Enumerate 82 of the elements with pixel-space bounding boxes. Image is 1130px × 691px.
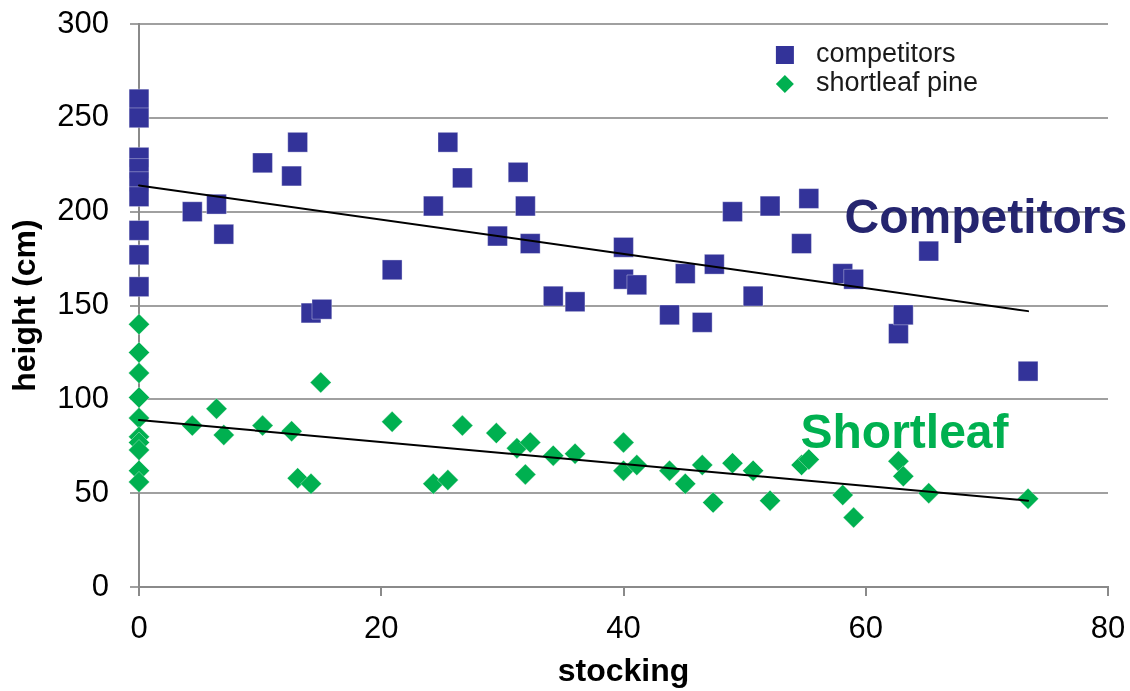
- point: [128, 313, 150, 336]
- y-tick-label: 100: [57, 379, 109, 415]
- point: [128, 386, 150, 409]
- point: [888, 323, 909, 345]
- y-tick-label: 0: [91, 567, 109, 603]
- point: [514, 195, 536, 217]
- point: [798, 188, 820, 209]
- point: [205, 397, 228, 420]
- x-tick-label: 40: [606, 610, 641, 646]
- legend-label: competitors: [815, 38, 956, 69]
- point: [759, 195, 781, 217]
- point: [674, 263, 696, 284]
- point: [485, 422, 508, 445]
- y-axis-title: height (cm): [6, 219, 43, 392]
- legend-label: shortleaf pine: [815, 67, 978, 98]
- point: [759, 489, 782, 512]
- point: [128, 244, 150, 266]
- point: [722, 201, 743, 223]
- point: [797, 448, 820, 471]
- x-tick-label: 60: [848, 610, 883, 646]
- point: [212, 423, 235, 446]
- point: [128, 107, 150, 129]
- annotation: Competitors: [844, 190, 1128, 244]
- x-tick-label: 80: [1090, 610, 1126, 646]
- point: [128, 341, 150, 364]
- point: [831, 484, 854, 507]
- point: [422, 195, 444, 217]
- point: [213, 223, 235, 245]
- point: [674, 472, 697, 495]
- y-tick-label: 150: [57, 286, 109, 322]
- point: [564, 291, 586, 313]
- y-tick-label: 300: [57, 4, 109, 40]
- point: [742, 285, 764, 307]
- point: [659, 304, 680, 326]
- point: [564, 442, 587, 465]
- x-tick-label: 20: [364, 610, 399, 646]
- y-tick-label: 250: [57, 98, 109, 134]
- point: [287, 131, 309, 153]
- point: [309, 371, 332, 394]
- point: [128, 439, 150, 461]
- point: [742, 459, 765, 482]
- point: [128, 470, 150, 493]
- point: [128, 276, 150, 298]
- point: [691, 454, 714, 477]
- point: [252, 152, 273, 174]
- point: [721, 452, 744, 475]
- point: [452, 167, 473, 189]
- point: [128, 88, 150, 110]
- y-tick-label: 200: [57, 192, 109, 228]
- point: [436, 469, 459, 492]
- point: [1017, 487, 1040, 510]
- point: [626, 274, 648, 296]
- point: [1017, 360, 1039, 382]
- point: [892, 465, 915, 488]
- point: [181, 201, 203, 223]
- point: [128, 220, 150, 241]
- point: [381, 410, 404, 433]
- point: [702, 491, 725, 514]
- point: [507, 161, 529, 183]
- point: [251, 414, 274, 437]
- point: [281, 165, 303, 187]
- point: [842, 506, 865, 529]
- point: [381, 259, 403, 281]
- x-axis-title: stocking: [557, 651, 690, 688]
- point: [128, 362, 150, 385]
- y-tick-label: 50: [74, 473, 109, 509]
- point: [791, 233, 812, 254]
- point: [422, 472, 445, 495]
- point: [519, 431, 542, 454]
- point: [887, 450, 910, 473]
- point: [437, 131, 459, 153]
- point: [892, 304, 914, 326]
- point: [691, 311, 713, 333]
- point: [451, 414, 474, 437]
- point: [514, 463, 537, 486]
- point: [612, 431, 635, 454]
- point: [311, 298, 333, 320]
- point: [542, 285, 564, 307]
- point: [128, 186, 150, 208]
- point: [300, 472, 322, 495]
- x-tick-label: 0: [130, 610, 148, 646]
- annotation: Shortleaf: [800, 405, 1010, 459]
